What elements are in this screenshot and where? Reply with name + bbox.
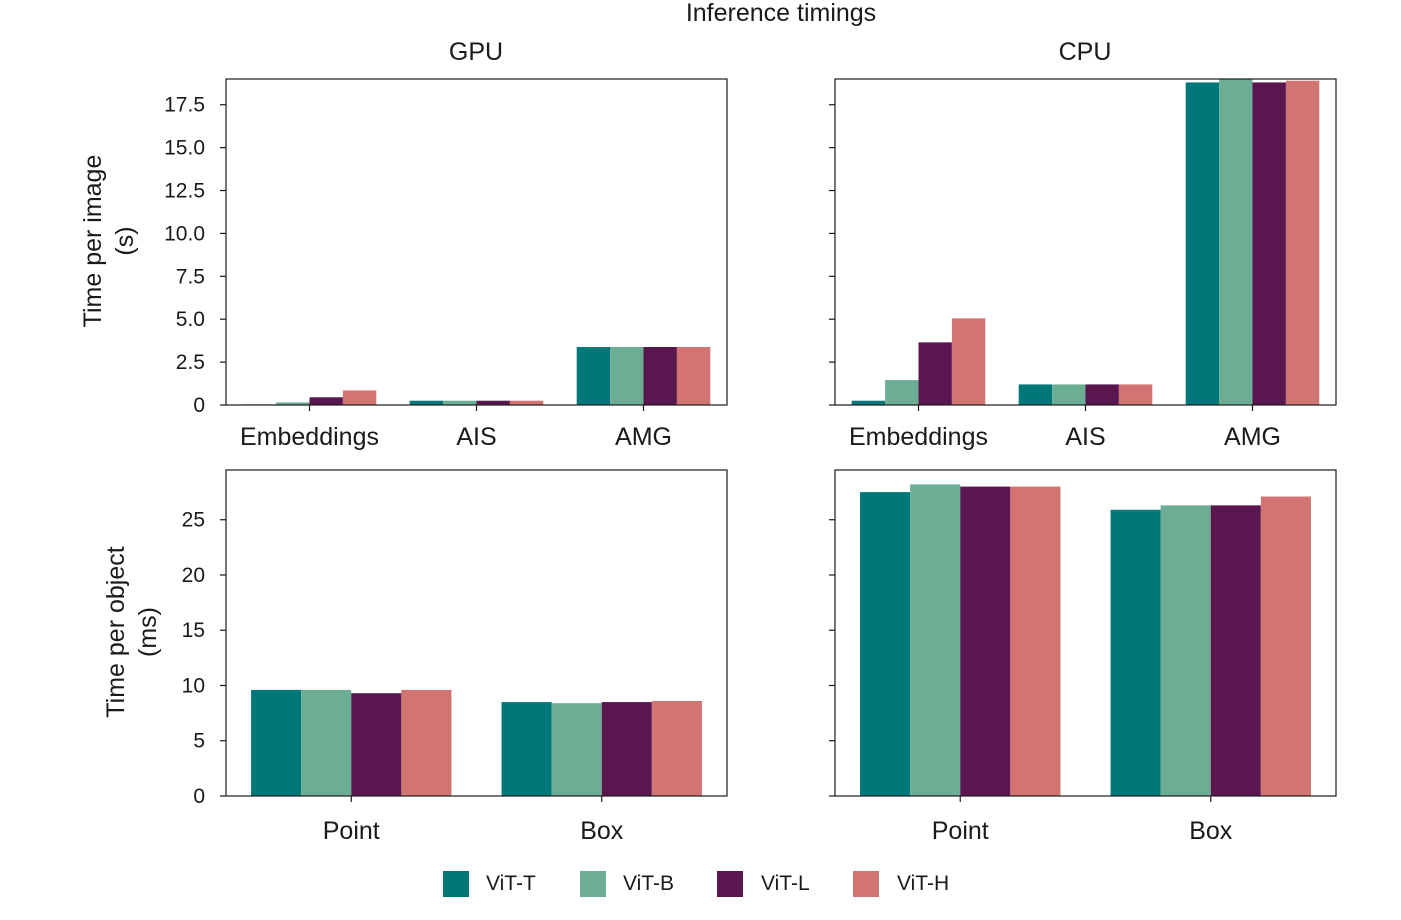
y-tick-label-gpu-image-6: 15.0 [164, 137, 205, 160]
x-tick-label-cpu-object-point: Point [932, 817, 989, 845]
y-axis-label-object: Time per object (ms) [102, 546, 162, 717]
y-tick-label-gpu-object-4: 20 [182, 564, 205, 587]
panel-gpu-image: Embeddings AIS AMG 0 2.5 5.0 7.5 10.0 12.5 15.0 17… [164, 78, 728, 451]
x-tick-label-gpu-object-box: Box [580, 817, 624, 845]
x-tick-label-gpu-image-amg: AMG [615, 423, 672, 451]
y-tick-label-gpu-image-1: 2.5 [176, 351, 205, 374]
bar-gpu-object-box-vit-t [501, 702, 552, 796]
legend-swatch-vit-b [580, 871, 606, 897]
legend-swatch-vit-h [853, 871, 879, 897]
bar-gpu-image-ais-vit-h [509, 400, 544, 405]
panel-cpu-object: Point Box [829, 469, 1337, 845]
panel-frame-cpu-object [834, 469, 1337, 797]
panel-cpu-image: Embeddings AIS AMG [829, 78, 1337, 451]
bar-gpu-image-embeddings-vit-h [342, 390, 377, 405]
bar-cpu-object-box-vit-t [1110, 509, 1161, 796]
bar-gpu-image-amg-vit-l [643, 347, 677, 405]
panel-frame-gpu-object [225, 469, 728, 797]
y-axis-label-object-line2: (ms) [134, 607, 162, 657]
y-axis-label-image-line2: (s) [111, 226, 139, 255]
y-tick-label-gpu-image-4: 10.0 [164, 222, 205, 245]
bar-cpu-object-box-vit-b [1160, 505, 1211, 796]
bar-cpu-object-point-vit-h [1010, 486, 1061, 796]
legend-swatch-vit-l [717, 871, 743, 897]
bar-gpu-image-amg-vit-h [676, 347, 711, 405]
bar-cpu-image-amg-vit-l [1252, 82, 1286, 406]
y-tick-label-gpu-image-5: 12.5 [164, 180, 205, 203]
x-tick-label-gpu-image-embeddings: Embeddings [240, 423, 379, 451]
bar-cpu-image-amg-vit-h [1285, 80, 1320, 405]
chart-title: Inference timings [686, 0, 876, 27]
bar-cpu-object-box-vit-l [1210, 505, 1261, 796]
bar-cpu-image-amg-vit-b [1219, 79, 1253, 405]
y-tick-label-gpu-image-3: 7.5 [176, 265, 205, 288]
x-tick-label-cpu-object-box: Box [1189, 817, 1233, 845]
legend-label-vit-b: ViT-B [623, 872, 674, 895]
bar-cpu-object-point-vit-t [860, 492, 911, 796]
bar-gpu-object-point-vit-h [401, 689, 452, 796]
legend-label-vit-h: ViT-H [897, 872, 949, 895]
legend: ViT-T ViT-B ViT-L ViT-H [443, 871, 949, 897]
x-tick-label-gpu-object-point: Point [323, 817, 380, 845]
bar-gpu-image-embeddings-vit-b [276, 402, 310, 405]
bar-cpu-image-embeddings-vit-h [951, 318, 986, 405]
y-tick-label-gpu-image-2: 5.0 [176, 308, 205, 331]
bar-gpu-image-embeddings-vit-l [309, 397, 343, 405]
panel-frame-cpu-image [834, 78, 1337, 406]
panel-frame-gpu-image [225, 78, 728, 406]
column-title-gpu: GPU [449, 38, 503, 66]
y-tick-label-gpu-image-7: 17.5 [164, 94, 205, 117]
legend-swatch-vit-t [443, 871, 469, 897]
y-tick-label-gpu-object-3: 15 [182, 619, 205, 642]
bar-cpu-image-ais-vit-h [1118, 384, 1153, 405]
y-tick-label-gpu-image-0: 0 [193, 394, 205, 417]
bar-cpu-image-amg-vit-t [1185, 82, 1220, 406]
y-tick-label-gpu-object-0: 0 [193, 785, 205, 808]
bar-gpu-object-box-vit-b [551, 703, 602, 796]
bar-gpu-object-point-vit-l [351, 693, 402, 796]
bar-gpu-image-ais-vit-l [476, 400, 510, 405]
y-tick-label-gpu-object-1: 5 [193, 730, 205, 753]
bar-cpu-image-embeddings-vit-t [851, 400, 886, 405]
x-tick-label-cpu-image-ais: AIS [1065, 423, 1105, 451]
bar-gpu-object-point-vit-b [301, 689, 352, 796]
y-tick-label-gpu-object-2: 10 [182, 674, 205, 697]
bar-gpu-object-box-vit-h [651, 700, 702, 796]
legend-label-vit-t: ViT-T [486, 872, 536, 895]
y-tick-label-gpu-object-5: 25 [182, 509, 205, 532]
bar-gpu-object-box-vit-l [601, 702, 652, 796]
bar-gpu-object-point-vit-t [251, 689, 302, 796]
bar-cpu-image-embeddings-vit-b [885, 380, 919, 405]
x-tick-label-cpu-image-embeddings: Embeddings [849, 423, 988, 451]
y-axis-label-image: Time per image (s) [79, 155, 139, 328]
bar-gpu-image-ais-vit-b [443, 400, 477, 405]
bar-cpu-image-ais-vit-t [1018, 384, 1053, 405]
bar-cpu-object-point-vit-l [960, 486, 1011, 796]
column-title-cpu: CPU [1059, 38, 1112, 66]
bar-cpu-image-ais-vit-b [1052, 384, 1086, 405]
y-axis-label-object-line1: Time per object [102, 546, 130, 717]
bar-gpu-image-ais-vit-t [409, 400, 444, 405]
x-tick-label-cpu-image-amg: AMG [1224, 423, 1281, 451]
y-axis-label-image-line1: Time per image [79, 155, 107, 328]
x-tick-label-gpu-image-ais: AIS [456, 423, 496, 451]
bar-gpu-image-amg-vit-t [576, 347, 611, 405]
bar-cpu-image-ais-vit-l [1085, 384, 1119, 405]
bar-cpu-image-embeddings-vit-l [918, 342, 952, 405]
panel-gpu-object: Point Box 0 5 10 15 20 25 [182, 469, 728, 845]
bar-cpu-object-box-vit-h [1260, 496, 1311, 796]
bar-cpu-object-point-vit-b [910, 484, 961, 796]
legend-label-vit-l: ViT-L [761, 872, 810, 895]
panels: Embeddings AIS AMG 0 2.5 5.0 7.5 10.0 12.5 15.0 17… [164, 78, 1337, 845]
bar-gpu-image-amg-vit-b [610, 347, 644, 405]
